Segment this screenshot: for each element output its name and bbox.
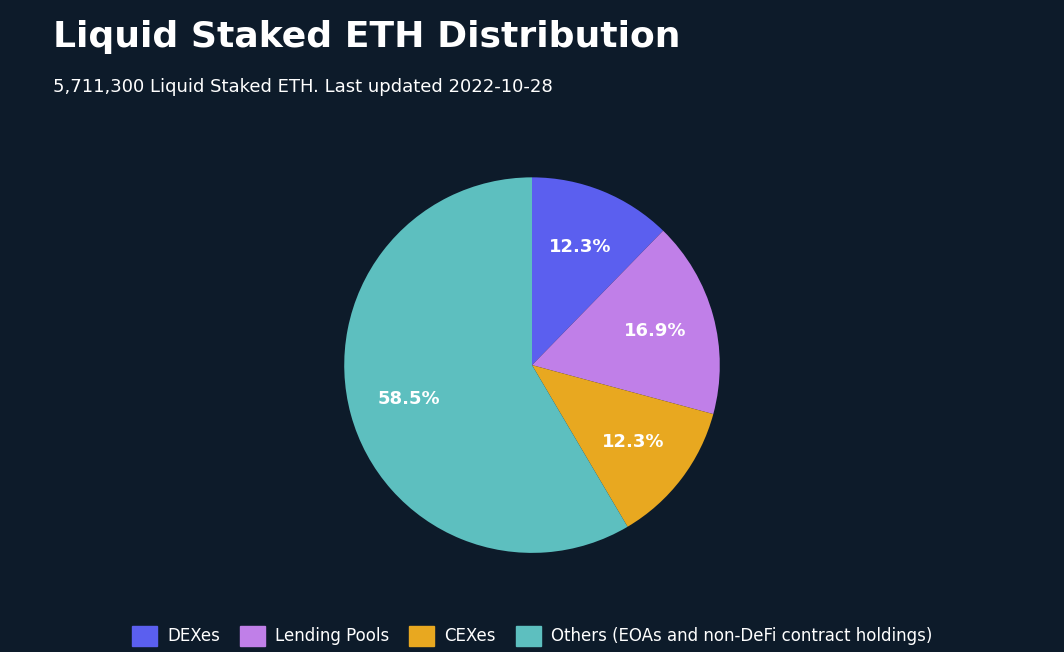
Text: 5,711,300 Liquid Staked ETH. Last updated 2022-10-28: 5,711,300 Liquid Staked ETH. Last update… [53,78,553,96]
Text: 12.3%: 12.3% [549,238,612,256]
Text: 16.9%: 16.9% [624,323,686,340]
Legend: DEXes, Lending Pools, CEXes, Others (EOAs and non-DeFi contract holdings): DEXes, Lending Pools, CEXes, Others (EOA… [126,619,938,652]
Text: Liquid Staked ETH Distribution: Liquid Staked ETH Distribution [53,20,681,53]
Text: 12.3%: 12.3% [602,434,665,451]
Wedge shape [532,231,719,414]
Wedge shape [532,365,713,527]
Text: 58.5%: 58.5% [378,390,440,408]
Wedge shape [532,177,663,365]
Wedge shape [345,177,628,553]
